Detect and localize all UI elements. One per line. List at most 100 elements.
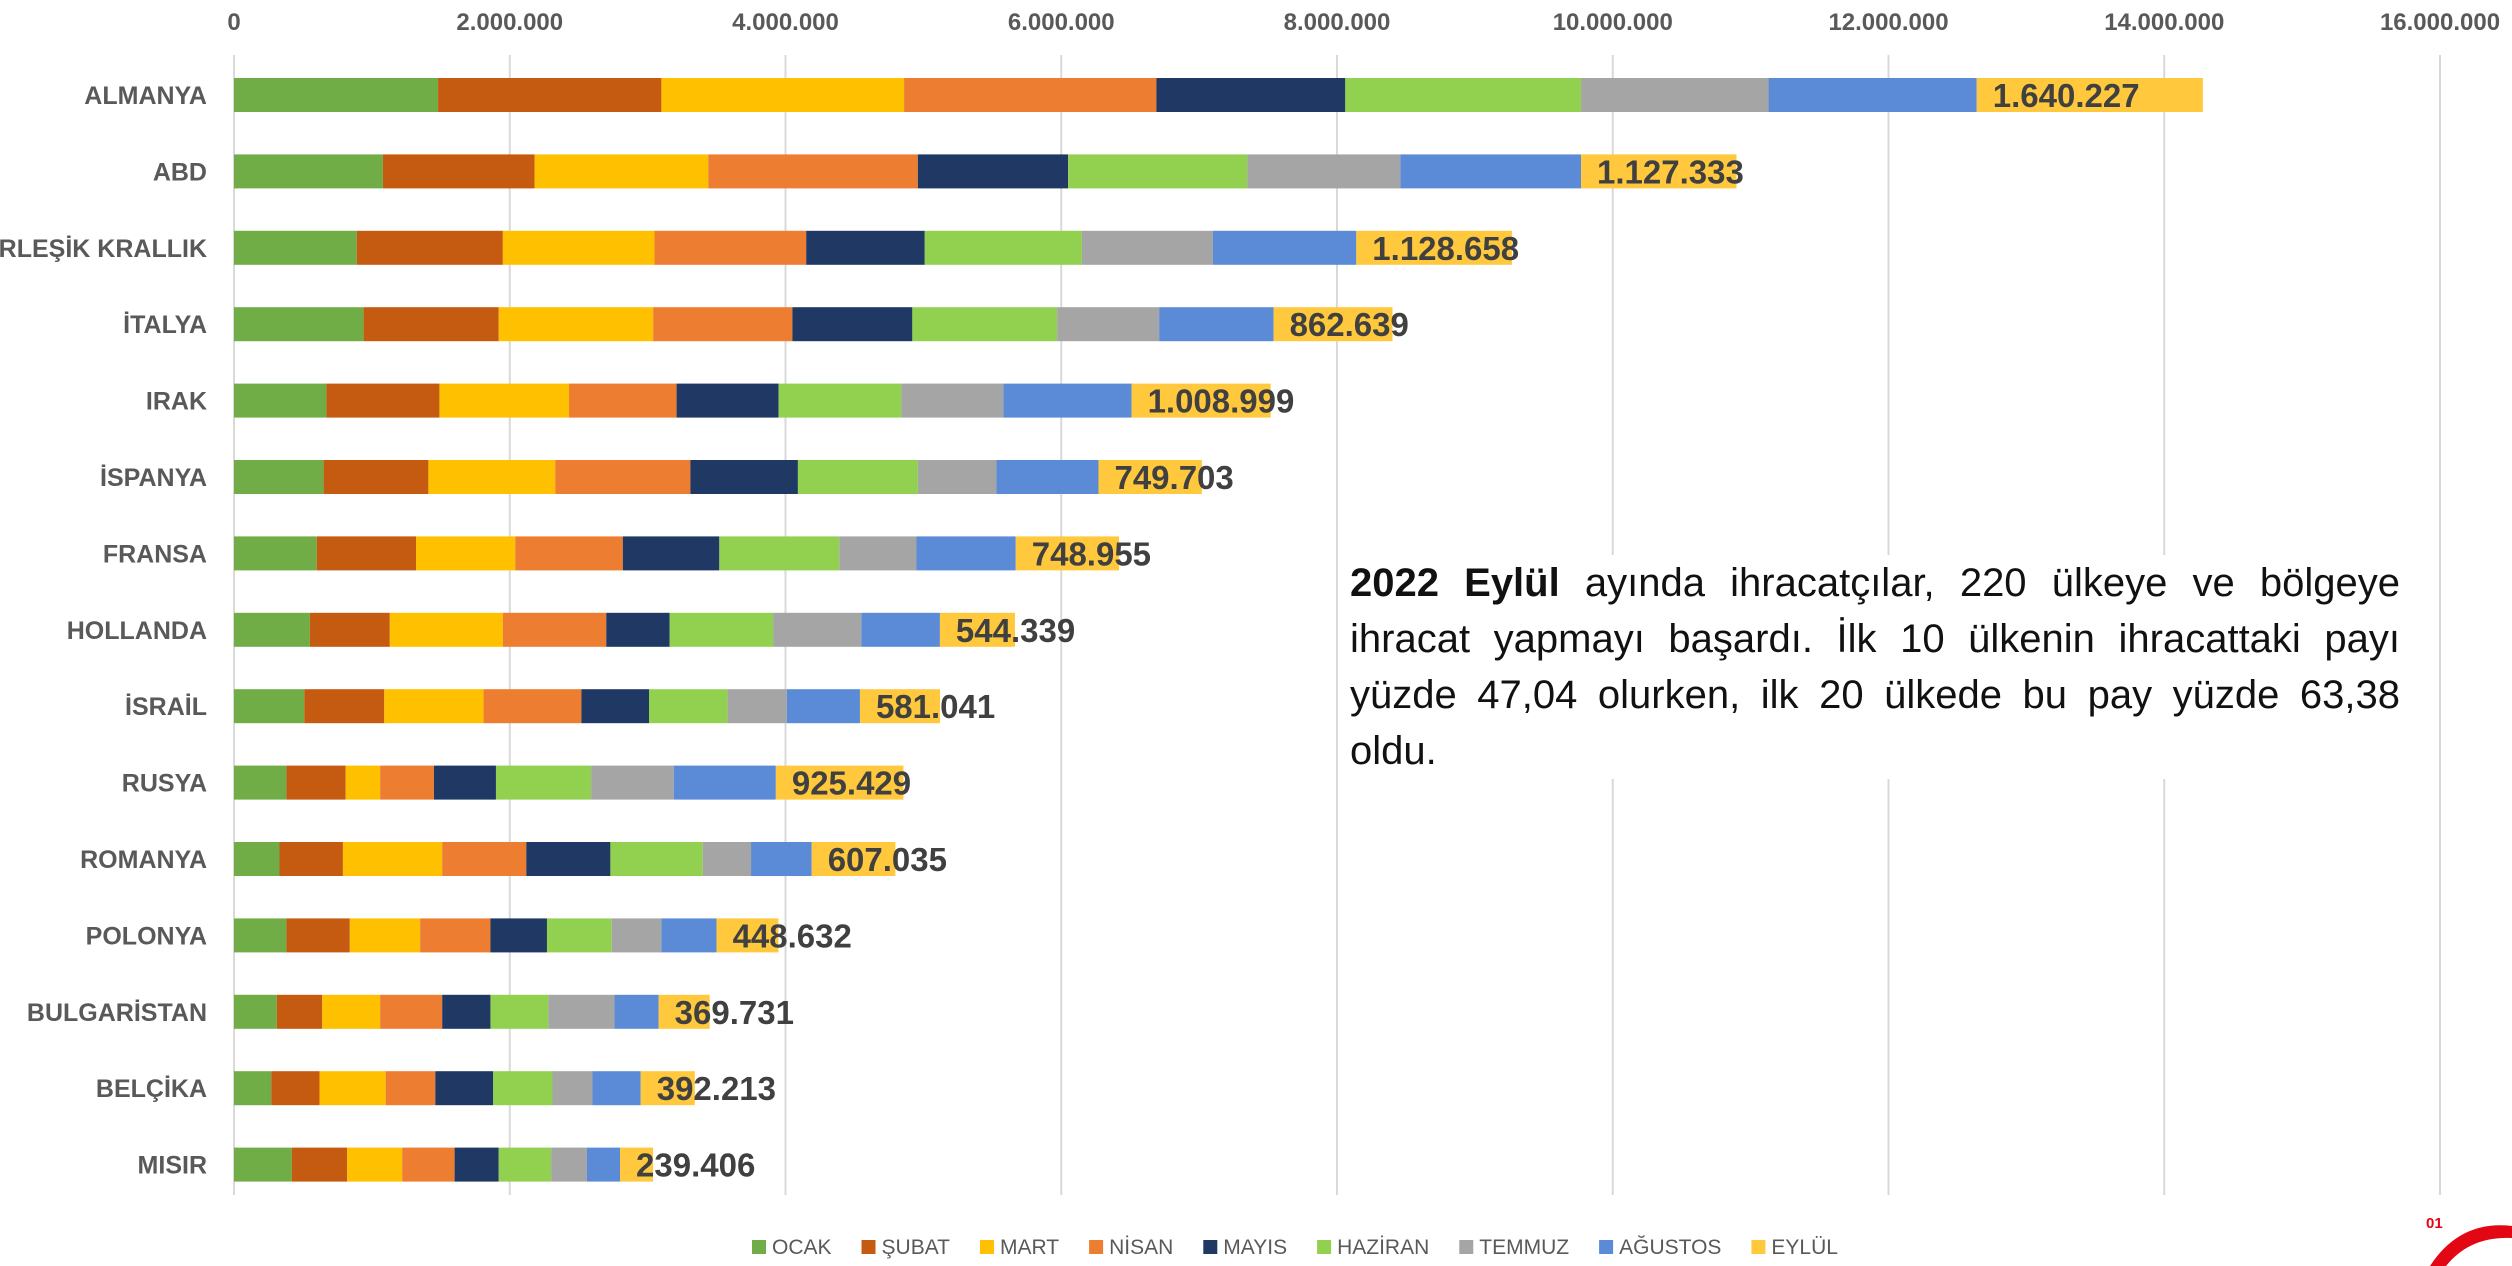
bar-segment bbox=[234, 1071, 272, 1106]
bar-segment bbox=[551, 1147, 587, 1182]
x-tick-label: 14.000.000 bbox=[2104, 9, 2224, 36]
bar-segment bbox=[234, 78, 439, 112]
legend-entry: NİSAN bbox=[1109, 1236, 1173, 1259]
bar-segment bbox=[548, 994, 615, 1029]
bar-segment bbox=[319, 1071, 386, 1106]
legend-swatch bbox=[752, 1240, 766, 1254]
bar-segment bbox=[234, 689, 305, 724]
bar-segment bbox=[515, 536, 623, 571]
category-label: İTALYA bbox=[123, 311, 207, 339]
bar-segment bbox=[420, 918, 491, 953]
bar-segment bbox=[797, 460, 918, 494]
bar-segment bbox=[1159, 307, 1274, 342]
data-label: 448.632 bbox=[733, 917, 852, 954]
bar-segment bbox=[234, 994, 277, 1029]
bar-segment bbox=[719, 536, 840, 571]
legend-swatch bbox=[1459, 1240, 1474, 1254]
bar-segment bbox=[569, 383, 677, 418]
legend-entry: TEMMUZ bbox=[1479, 1236, 1569, 1259]
bar-segment bbox=[1976, 78, 2203, 112]
bar-segment bbox=[483, 689, 582, 724]
legend-entry: MAYIS bbox=[1223, 1236, 1287, 1259]
bar-segment bbox=[859, 689, 941, 724]
note-text: ayında ihracatçılar, 220 ülkeye ve bölge… bbox=[1350, 561, 2400, 773]
bar-segment bbox=[661, 918, 717, 953]
bar-segment bbox=[673, 765, 776, 800]
bar-segment bbox=[433, 765, 496, 800]
bar-segment bbox=[1212, 230, 1357, 265]
bar-segment bbox=[380, 765, 434, 800]
x-tick-label: 0 bbox=[227, 9, 240, 36]
bar-segment bbox=[676, 383, 779, 418]
legend-swatch bbox=[1751, 1240, 1766, 1254]
data-label: 607.035 bbox=[828, 841, 947, 878]
bar-segment bbox=[806, 230, 925, 265]
legend-swatch bbox=[1599, 1240, 1614, 1254]
bar-segment bbox=[1581, 78, 1769, 112]
bar-segment bbox=[751, 842, 812, 876]
data-label: 1.640.227 bbox=[1993, 77, 2140, 114]
bar-segment bbox=[291, 1147, 348, 1182]
bar-segment bbox=[385, 1071, 436, 1106]
bar-segment bbox=[811, 842, 896, 876]
bar-segment bbox=[727, 689, 787, 724]
bar-segment bbox=[286, 765, 346, 800]
bar-segment bbox=[939, 612, 1015, 647]
bar-segment bbox=[234, 1147, 292, 1182]
bar-segment bbox=[640, 1071, 695, 1106]
category-label: RUSYA bbox=[122, 770, 207, 798]
data-label: 748.955 bbox=[1032, 535, 1151, 572]
bar-segment bbox=[323, 460, 429, 494]
bar-segment bbox=[502, 230, 655, 265]
bar-segment bbox=[271, 1071, 320, 1106]
bar-segment bbox=[234, 536, 317, 571]
legend-entry: HAZİRAN bbox=[1337, 1236, 1429, 1259]
data-labels: 1.640.227 1.127.333 1.128.658 862.639 1.008.… bbox=[636, 77, 2140, 1184]
x-tick-label: 8.000.000 bbox=[1284, 9, 1391, 36]
bar-segment bbox=[901, 383, 1004, 418]
x-tick-label: 6.000.000 bbox=[1008, 9, 1115, 36]
legend-swatch bbox=[861, 1240, 876, 1254]
legend-swatch bbox=[979, 1240, 994, 1254]
bar-segment bbox=[534, 154, 709, 189]
bar-segment bbox=[839, 536, 917, 571]
bar-segment bbox=[326, 383, 440, 418]
bar-segment bbox=[1581, 154, 1737, 189]
bar-segment bbox=[234, 230, 357, 265]
x-tick-label: 4.000.000 bbox=[732, 9, 839, 36]
bar-segment bbox=[234, 154, 383, 189]
bar-segment bbox=[620, 1147, 654, 1182]
category-label: ABD bbox=[153, 158, 207, 186]
bar-segment bbox=[1081, 230, 1213, 265]
bar-segment bbox=[356, 230, 503, 265]
legend-swatch bbox=[1317, 1240, 1332, 1254]
data-label: 1.128.658 bbox=[1372, 230, 1519, 267]
category-label: BİRLEŞİK KRALLIK bbox=[0, 235, 207, 263]
bar-segment bbox=[439, 383, 570, 418]
bar-segment bbox=[384, 689, 484, 724]
legend-entry: EYLÜL bbox=[1771, 1236, 1838, 1259]
bar-segment bbox=[342, 842, 443, 876]
bar-segment bbox=[614, 994, 659, 1029]
bar-segment bbox=[490, 918, 547, 953]
category-labels: ALMANYA ABD BİRLEŞİK KRALLIK İTALYA IRAK İSPA… bbox=[0, 82, 207, 1180]
data-label: 1.127.333 bbox=[1597, 153, 1744, 190]
x-tick-label: 10.000.000 bbox=[1553, 9, 1673, 36]
bar-segment bbox=[792, 307, 913, 342]
bar-segment bbox=[435, 1071, 494, 1106]
data-label: 392.213 bbox=[657, 1070, 776, 1107]
bar-segment bbox=[653, 307, 793, 342]
bar-segment bbox=[279, 842, 343, 876]
bar-segment bbox=[702, 842, 752, 876]
summary-note: 2022 Eylül ayında ihracatçılar, 220 ülke… bbox=[1350, 555, 2400, 779]
data-label: 239.406 bbox=[636, 1147, 755, 1184]
bar-segment bbox=[498, 1147, 552, 1182]
bar-segment bbox=[526, 842, 611, 876]
legend-swatch bbox=[1203, 1240, 1218, 1254]
category-label: MISIR bbox=[138, 1152, 207, 1180]
bar-segment bbox=[775, 765, 904, 800]
category-label: BULGARİSTAN bbox=[27, 999, 207, 1027]
bar-segment bbox=[345, 765, 381, 800]
bar-segment bbox=[786, 689, 860, 724]
bar-segment bbox=[669, 612, 774, 647]
